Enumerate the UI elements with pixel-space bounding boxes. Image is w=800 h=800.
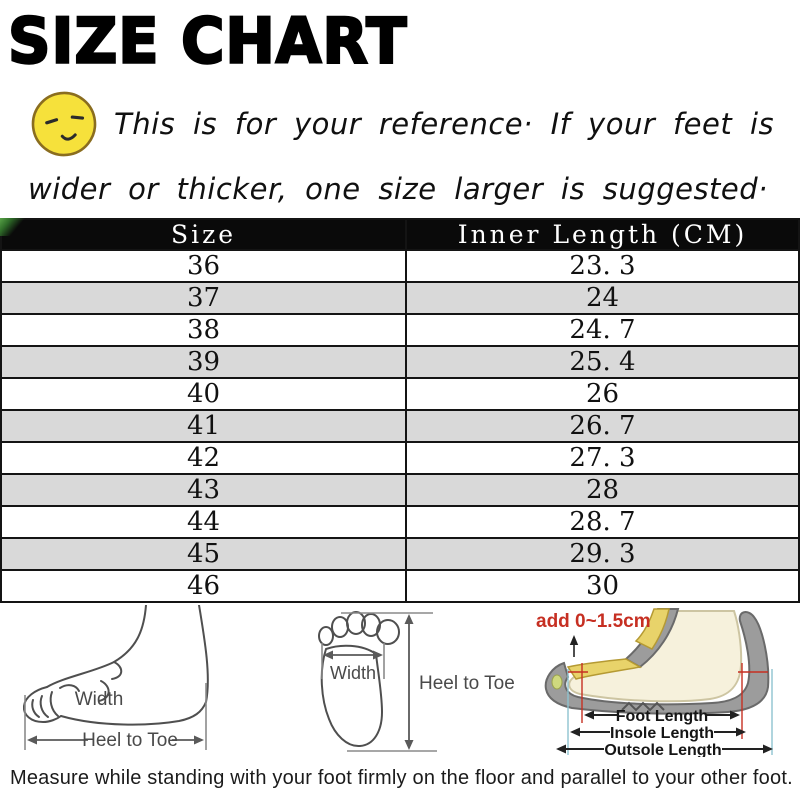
size-cell: 36: [0, 249, 407, 283]
table-row: 37 24: [0, 281, 800, 315]
size-cell: 40: [0, 377, 407, 411]
length-cell: 26: [405, 377, 800, 411]
footprint-width-arrow: [321, 643, 385, 679]
reference-note: This is for your reference· If your feet…: [0, 88, 800, 212]
column-header-inner-length: Inner Length (CM): [405, 218, 800, 251]
table-row: 40 26: [0, 377, 800, 411]
page-title: SIZE CHART: [7, 3, 408, 79]
footprint-width-label: Width: [330, 663, 376, 683]
footprint-diagram: Width Heel to Toe: [318, 611, 515, 752]
foot-length-arrow: [584, 710, 740, 720]
side-foot-diagram: Width Heel to Toe: [22, 605, 209, 751]
table-row: 45 29. 3: [0, 537, 800, 571]
allowance-label: add 0~1.5cm: [536, 611, 651, 632]
outsole-length-label: Outsole Length: [604, 742, 721, 757]
yellow-strap-patch: [634, 608, 670, 650]
size-cell: 41: [0, 409, 407, 443]
size-cell: 37: [0, 281, 407, 315]
yellow-toe-band: [566, 658, 643, 680]
length-cell: 23. 3: [405, 249, 800, 283]
outsole-length-arrow: [556, 744, 773, 754]
reference-note-line1: This is for your reference· If your feet…: [114, 107, 775, 141]
allowance-arrow-icon: [569, 635, 579, 657]
footprint-heel-to-toe-arrow: [341, 612, 437, 752]
insole-length-arrow: [570, 727, 746, 737]
footprint-heel-to-toe-label: Heel to Toe: [419, 673, 515, 694]
length-cell: 28. 7: [405, 505, 800, 539]
column-header-size: Size: [0, 218, 407, 251]
length-cell: 25. 4: [405, 345, 800, 379]
table-row: 46 30: [0, 569, 800, 603]
table-row: 38 24. 7: [0, 313, 800, 347]
length-cell: 24: [405, 281, 800, 315]
table-row: 41 26. 7: [0, 409, 800, 443]
size-table-container: Size Inner Length (CM) 36 23. 3 37 24 38 24…: [0, 218, 800, 603]
side-foot-heel-to-toe-label: Heel to Toe: [82, 730, 178, 751]
size-cell: 46: [0, 569, 407, 603]
size-table: Size Inner Length (CM) 36 23. 3 37 24 38 24…: [0, 218, 800, 603]
length-cell: 30: [405, 569, 800, 603]
length-cell: 28: [405, 473, 800, 507]
size-cell: 45: [0, 537, 407, 571]
table-row: 39 25. 4: [0, 345, 800, 379]
measure-instruction: Measure while standing with your foot fi…: [10, 767, 793, 789]
measurement-diagrams: Width Heel to Toe Wid: [0, 605, 800, 757]
table-header-row: Size Inner Length (CM): [0, 218, 800, 251]
size-cell: 39: [0, 345, 407, 379]
size-cell: 38: [0, 313, 407, 347]
table-row: 43 28: [0, 473, 800, 507]
table-row: 36 23. 3: [0, 249, 800, 283]
insole-length-label: Insole Length: [610, 725, 714, 742]
length-cell: 24. 7: [405, 313, 800, 347]
table-row: 44 28. 7: [0, 505, 800, 539]
toe-cap-dot: [551, 674, 563, 690]
size-cell: 43: [0, 473, 407, 507]
sole-zigzag: [621, 701, 665, 712]
smiley-icon: [31, 91, 97, 157]
heel-to-toe-arrow: [27, 735, 204, 745]
length-cell: 27. 3: [405, 441, 800, 475]
table-row: 42 27. 3: [0, 441, 800, 475]
foot-length-label: Foot Length: [616, 708, 708, 725]
size-cell: 42: [0, 441, 407, 475]
reference-note-line2: wider or thicker, one size larger is sug…: [28, 172, 768, 206]
length-cell: 26. 7: [405, 409, 800, 443]
size-cell: 44: [0, 505, 407, 539]
length-cell: 29. 3: [405, 537, 800, 571]
shoe-length-diagram: add 0~1.5cm Foot Length: [536, 608, 773, 757]
side-foot-width-label: Width: [75, 689, 124, 710]
